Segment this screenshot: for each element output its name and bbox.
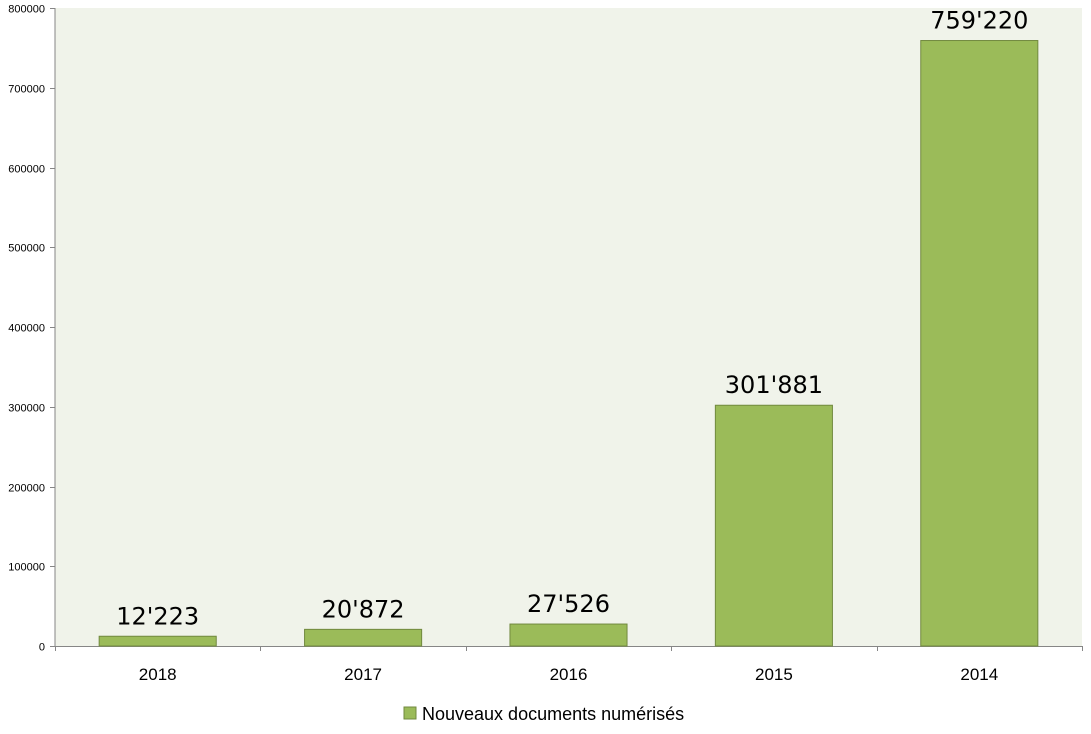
category-label-2016: 2016 <box>550 665 588 684</box>
data-label-2018: 12'223 <box>116 602 199 630</box>
y-tick-label: 200000 <box>8 483 45 495</box>
category-label-2015: 2015 <box>755 665 793 684</box>
y-tick-label: 100000 <box>8 562 45 574</box>
y-tick-label: 600000 <box>8 164 45 176</box>
category-labels: 2018 2017 2016 2015 2014 <box>139 665 998 684</box>
bar-2015 <box>714 404 833 647</box>
bar-2016 <box>509 623 628 647</box>
bar-2017 <box>304 628 423 647</box>
data-label-2014: 759'220 <box>930 7 1028 35</box>
category-label-2017: 2017 <box>344 665 382 684</box>
data-labels: 12'223 20'872 27'526 301'881 759'220 <box>116 7 1028 631</box>
category-label-2014: 2014 <box>960 665 998 684</box>
bar-2018 <box>98 635 217 647</box>
legend-label: Nouveaux documents numérisés <box>422 704 684 724</box>
y-tick-label: 0 <box>39 642 45 654</box>
y-tick-label: 800000 <box>8 4 45 16</box>
plot-area <box>55 8 1082 646</box>
x-axis <box>55 646 1083 651</box>
data-label-2016: 27'526 <box>527 590 610 618</box>
y-tick-label: 300000 <box>8 403 45 415</box>
y-tick-label: 500000 <box>8 243 45 255</box>
bars <box>98 40 1039 647</box>
bar-2014 <box>920 40 1039 647</box>
category-label-2018: 2018 <box>139 665 177 684</box>
legend: Nouveaux documents numérisés <box>403 704 684 724</box>
data-label-2015: 301'881 <box>725 371 823 399</box>
y-tick-label: 700000 <box>8 84 45 96</box>
y-axis: 0 100000 200000 300000 400000 500000 600000 700… <box>8 4 56 654</box>
y-tick-label: 400000 <box>8 323 45 335</box>
legend-swatch <box>403 706 417 720</box>
data-label-2017: 20'872 <box>322 595 405 623</box>
